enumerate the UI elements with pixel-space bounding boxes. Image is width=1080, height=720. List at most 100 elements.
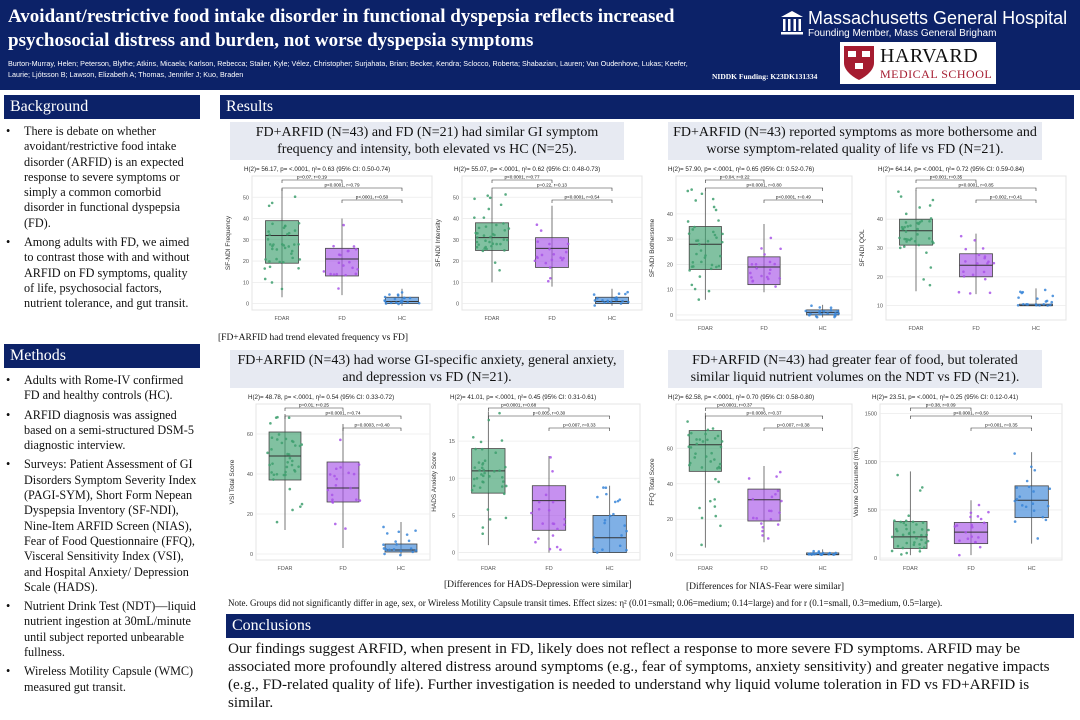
data-point <box>290 252 293 255</box>
data-point <box>552 252 556 256</box>
data-point <box>411 550 415 554</box>
y-tick-label: 0 <box>670 313 673 319</box>
data-point <box>1027 485 1031 489</box>
data-point <box>717 465 721 469</box>
data-point <box>270 281 274 284</box>
data-point <box>693 456 697 459</box>
data-point <box>549 276 552 280</box>
data-point <box>617 292 621 296</box>
sig-bracket <box>910 415 1032 419</box>
y-axis-label: SF-NDI QOL <box>859 229 866 267</box>
sig-label: p=0.04, r=0.22 <box>720 175 750 180</box>
data-point <box>483 459 487 463</box>
data-point <box>555 545 559 549</box>
y-tick-label: 15 <box>449 439 455 445</box>
data-point <box>913 541 916 544</box>
data-point <box>408 296 412 300</box>
y-tick-label: 20 <box>247 512 253 518</box>
data-point <box>982 270 986 274</box>
sig-label: p=0.005, r=0.30 <box>533 411 566 416</box>
y-tick-label: 1500 <box>865 412 877 418</box>
author-list: Burton-Murray, Helen; Peterson, Blythe; … <box>8 59 688 79</box>
data-point <box>829 308 833 312</box>
y-tick-label: 40 <box>667 482 673 488</box>
sig-label: p<0.0001, r=0.37 <box>717 403 752 408</box>
sig-bracket <box>341 199 403 203</box>
data-point <box>920 533 923 537</box>
y-tick-label: 20 <box>667 262 673 268</box>
data-point <box>898 236 901 240</box>
data-point <box>486 194 490 197</box>
data-point <box>719 254 722 258</box>
sig-label: p<0.0001, r=0.50 <box>954 411 989 416</box>
x-tick-label: FD <box>972 326 979 332</box>
data-point <box>826 312 830 315</box>
y-tick-label: 10 <box>449 476 455 482</box>
y-axis-label: Volume Consumed (mL) <box>853 447 860 517</box>
data-point <box>322 270 326 273</box>
data-point <box>751 497 755 501</box>
data-point <box>592 547 595 551</box>
data-point <box>563 523 566 527</box>
y-tick-label: 5 <box>452 513 455 519</box>
data-point <box>769 517 773 521</box>
data-point <box>618 544 622 548</box>
data-point <box>549 456 552 459</box>
data-point <box>986 262 989 265</box>
data-point <box>915 523 918 526</box>
data-point <box>688 461 692 465</box>
data-point <box>721 232 724 236</box>
data-point <box>502 492 506 496</box>
sig-bracket <box>915 187 1037 191</box>
data-point <box>264 258 267 261</box>
data-point <box>926 539 930 543</box>
data-point <box>487 207 491 211</box>
data-point <box>272 478 275 481</box>
sig-bracket <box>284 415 402 419</box>
data-point <box>493 470 496 473</box>
data-point <box>484 225 488 228</box>
data-point <box>697 242 701 246</box>
data-point <box>382 543 385 547</box>
data-point <box>776 489 780 493</box>
harvard-medical-school: MEDICAL SCHOOL <box>880 67 993 81</box>
data-point <box>906 225 910 228</box>
data-point <box>750 262 754 266</box>
data-point <box>284 437 288 441</box>
data-point <box>812 549 815 553</box>
data-point <box>548 242 551 246</box>
y-tick-label: 10 <box>667 288 673 294</box>
data-point <box>904 523 908 527</box>
data-point <box>474 232 478 235</box>
data-point <box>712 230 715 234</box>
data-point <box>976 515 980 518</box>
sig-label: p=0.001, r=0.35 <box>985 423 1018 428</box>
data-point <box>775 475 778 478</box>
data-point <box>470 488 474 492</box>
data-point <box>348 260 351 264</box>
data-point <box>300 443 304 446</box>
data-point <box>609 514 612 518</box>
data-point <box>1015 497 1019 501</box>
data-point <box>686 420 689 423</box>
data-point <box>718 462 722 466</box>
data-point <box>491 232 495 236</box>
data-point <box>828 551 832 555</box>
data-point <box>619 302 623 305</box>
data-point <box>534 540 537 544</box>
data-point <box>400 291 404 294</box>
y-tick-label: 0 <box>250 552 253 558</box>
data-point <box>268 233 271 236</box>
data-point <box>973 238 977 242</box>
data-point <box>959 234 963 238</box>
data-point <box>929 266 933 269</box>
data-point <box>355 498 358 501</box>
data-point <box>704 432 707 436</box>
y-tick-label: 30 <box>667 237 673 243</box>
data-point <box>499 242 502 246</box>
data-point <box>987 510 990 514</box>
y-tick-label: 30 <box>877 246 883 252</box>
data-point <box>1032 509 1036 512</box>
data-point <box>760 247 763 250</box>
data-point <box>715 265 718 269</box>
